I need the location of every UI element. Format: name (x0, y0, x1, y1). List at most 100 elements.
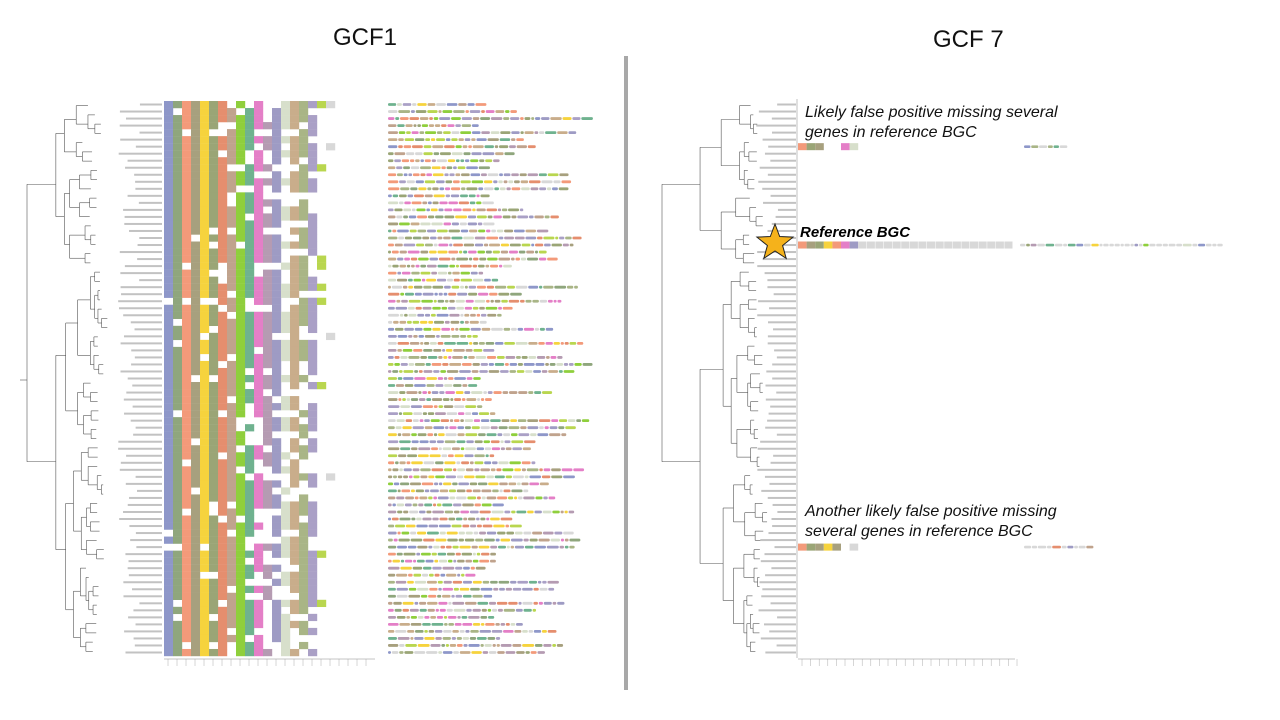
gene-arrow (395, 117, 400, 120)
matrix-cell (173, 396, 183, 404)
gene-arrow (562, 117, 572, 120)
gene-arrow (470, 630, 479, 633)
matrix-cell (200, 403, 210, 411)
matrix-cell (182, 150, 192, 158)
gene-arrow (479, 370, 488, 373)
matrix-cell (236, 508, 246, 516)
gene-arrow (502, 468, 514, 472)
matrix-cell (308, 382, 318, 390)
gene-arrow (505, 524, 510, 528)
gene-arrow (479, 630, 491, 633)
gene-arrow (492, 503, 504, 507)
gene-arrow (448, 201, 458, 205)
gene-arrow (388, 215, 396, 219)
gene-arrow (448, 356, 452, 359)
gene-arrow (478, 412, 490, 416)
matrix-cell (254, 403, 264, 411)
matrix-cell (866, 241, 875, 249)
strain-label (769, 630, 796, 633)
gene-arrow (449, 419, 454, 423)
matrix-cell (164, 494, 174, 502)
gene-arrow (473, 348, 483, 352)
matrix-cell (308, 522, 318, 530)
matrix-cell (218, 220, 228, 228)
gene-arrow (455, 215, 468, 219)
gene-arrow (394, 356, 400, 359)
gene-arrow (388, 229, 392, 233)
matrix-cell (173, 234, 183, 242)
gene-arrow (537, 236, 543, 240)
gene-arrow (446, 573, 457, 577)
gene-arrow (424, 341, 430, 345)
strain-label (118, 300, 162, 303)
matrix-cell (218, 311, 228, 319)
matrix-cell (263, 592, 273, 600)
matrix-cell (281, 417, 291, 425)
matrix-cell (182, 332, 192, 341)
gene-arrow (542, 531, 554, 535)
gene-arrow (432, 187, 439, 191)
matrix-cell (191, 227, 201, 235)
gene-arrow (444, 440, 456, 444)
gene-arrow (556, 363, 564, 366)
gene-arrow (490, 517, 500, 521)
matrix-cell (191, 262, 201, 270)
gene-arrow (510, 545, 515, 549)
matrix-cell (236, 311, 246, 319)
gene-arrow (523, 327, 535, 331)
gene-arrow (444, 285, 451, 289)
matrix-cell (164, 592, 174, 600)
matrix-cell (927, 241, 936, 249)
matrix-cell (308, 550, 318, 558)
gene-arrow (563, 475, 575, 479)
gene-arrow (493, 391, 502, 394)
gene-arrow (420, 552, 431, 556)
strain-label (765, 651, 796, 654)
matrix-cell (299, 213, 309, 221)
gene-arrow (461, 615, 468, 619)
matrix-cell (281, 206, 291, 214)
gene-arrow (401, 271, 411, 275)
gene-arrow (419, 608, 427, 612)
strain-label (765, 574, 796, 577)
matrix-cell (317, 164, 327, 172)
matrix-cell (281, 515, 291, 523)
gene-arrow (500, 243, 510, 247)
matrix-cell (182, 410, 192, 418)
gene-arrow (470, 566, 475, 570)
gene-arrow (433, 117, 439, 120)
gene-arrow (420, 341, 424, 345)
matrix-cell (263, 438, 273, 446)
gene-arrow (472, 264, 478, 268)
matrix-cell (218, 648, 228, 657)
matrix-cell (326, 143, 336, 151)
matrix-cell (254, 206, 264, 214)
matrix-cell (164, 234, 174, 242)
matrix-cell (290, 480, 300, 488)
gene-arrow (397, 531, 401, 535)
gene-arrow (516, 510, 527, 514)
gene-arrow (432, 510, 444, 514)
gene-arrow (471, 131, 481, 135)
matrix-cell (227, 564, 237, 572)
matrix-cell (200, 346, 210, 355)
matrix-cell (227, 269, 237, 277)
gene-arrow (480, 363, 488, 366)
gene-arrow (479, 510, 491, 514)
matrix-cell (254, 115, 264, 123)
matrix-cell (299, 129, 309, 137)
matrix-cell (254, 550, 264, 558)
gene-arrow (388, 110, 398, 113)
gene-arrow (482, 580, 490, 584)
matrix-cell (173, 473, 183, 481)
matrix-cell (182, 396, 192, 404)
gene-arrow (399, 440, 411, 444)
matrix-cell (236, 410, 246, 418)
gene-arrow (457, 573, 461, 577)
gene-arrow (423, 538, 435, 542)
matrix-cell (164, 452, 174, 460)
matrix-cell (272, 283, 282, 291)
gene-arrow (388, 103, 397, 106)
gene-arrow (399, 370, 403, 373)
gene-arrow (397, 271, 402, 275)
